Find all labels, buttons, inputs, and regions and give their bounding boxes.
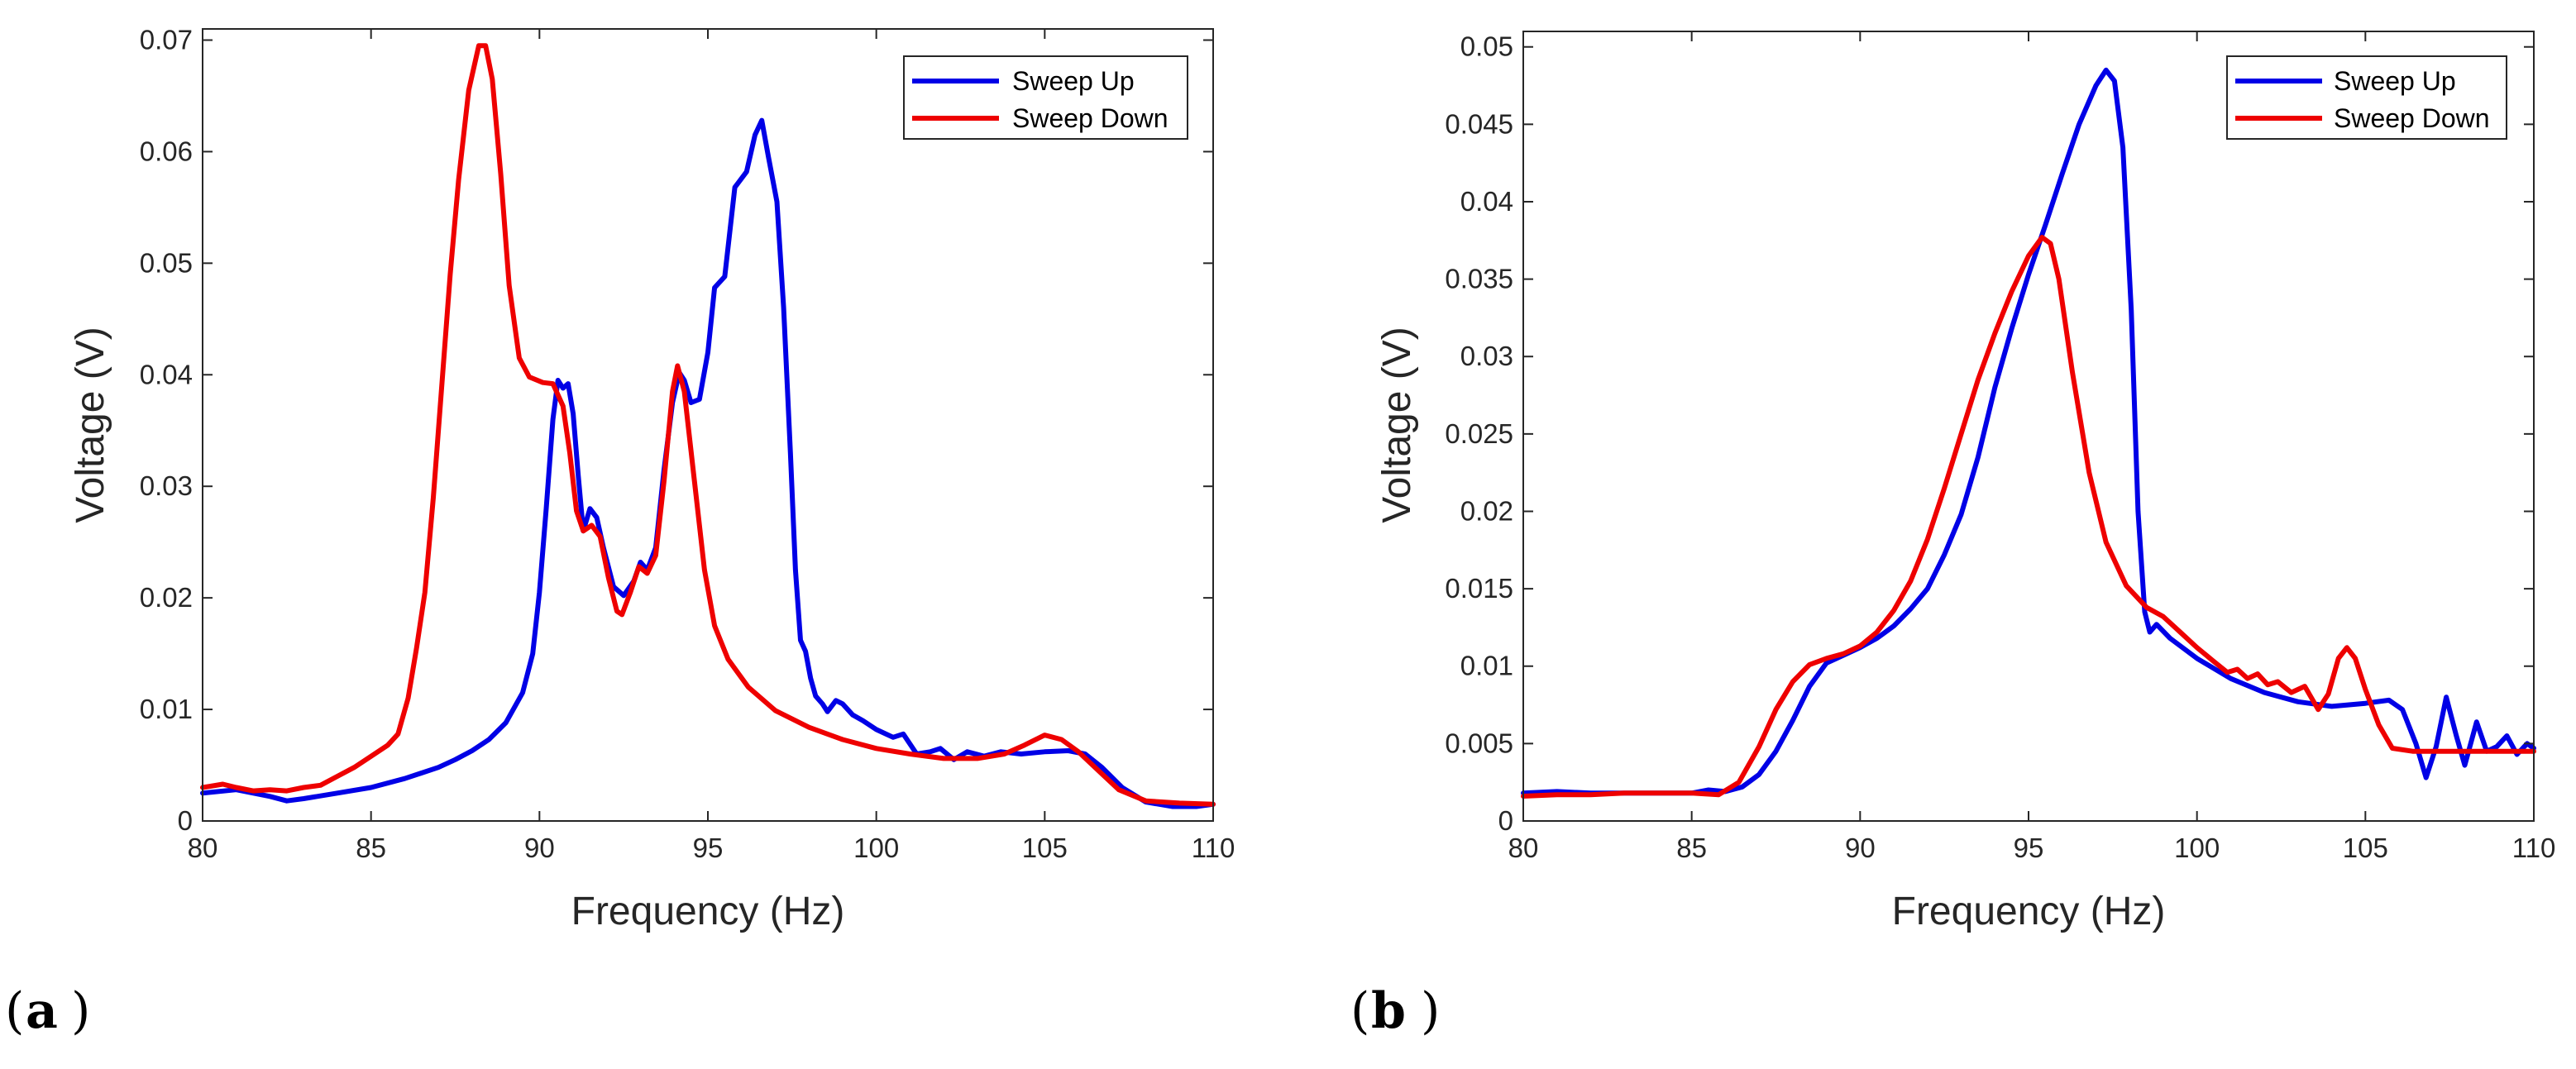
y-axis-label: Voltage (V) [1375,327,1419,523]
legend-label-sweep-down: Sweep Down [1012,103,1169,133]
y-tick-label: 0.015 [1445,573,1513,604]
x-tick-label: 105 [2343,833,2388,863]
y-tick-label: 0.03 [1460,341,1513,371]
legend-box [2226,55,2507,140]
x-tick-label: 90 [1845,833,1876,863]
y-tick-label: 0.01 [1460,651,1513,681]
y-tick-label: 0.07 [140,24,193,55]
x-tick-label: 85 [1676,833,1707,863]
y-tick-label: 0.025 [1445,418,1513,449]
y-axis: 0 0.01 0.02 0.03 0.04 0.05 0.06 0.07 [140,24,1213,836]
y-tick-label: 0.04 [1460,186,1513,217]
x-axis-label: Frequency (Hz) [571,890,845,933]
x-axis: 80 85 90 95 100 105 110 [188,29,1235,863]
x-tick-label: 105 [1022,833,1068,863]
x-tick-label: 85 [356,833,386,863]
x-tick-label: 80 [188,833,218,863]
legend: Sweep Up Sweep Down [903,55,1188,140]
y-axis-label: Voltage (V) [69,327,112,523]
panel-label-b: ( b ) [1350,982,1440,1040]
svg-text:): ) [71,982,90,1040]
y-tick-label: 0 [1498,805,1513,836]
y-tick-label: 0.02 [1460,495,1513,526]
series-line-sweep-down [200,43,1216,807]
y-tick-label: 0.03 [140,470,193,501]
x-tick-label: 110 [2512,833,2556,863]
x-tick-label: 90 [524,833,555,863]
x-axis-label: Frequency (Hz) [1892,890,2166,933]
y-tick-label: 0.04 [140,359,193,389]
y-axis: 0 0.005 0.01 0.015 0.02 0.025 0.03 0.035 0.04 0.0… [1445,31,2534,836]
series-line-sweep-down [1521,235,2536,799]
panel-label-b-letter: b [1371,982,1406,1040]
y-tick-label: 0.05 [140,247,193,278]
legend-label-sweep-down: Sweep Down [2334,103,2490,133]
svg-text:): ) [1421,982,1440,1040]
panel-label-a: ( a ) [5,982,90,1040]
legend-box [903,55,1188,140]
x-axis: 80 85 90 95 100 105 110 [1508,31,2556,863]
series-line-sweep-up [200,117,1216,809]
chart-panel-a: 80 85 90 95 100 105 110 00.010.020.030.040.050… [69,24,1235,933]
x-tick-label: 95 [2014,833,2044,863]
series-line-sweep-up [1521,67,2536,796]
panel-label-a-letter: a [26,982,58,1040]
x-tick-label: 95 [693,833,724,863]
legend-label-sweep-up: Sweep Up [1012,66,1135,96]
series-layer [200,43,1216,809]
chart-panel-b: 80 85 90 95 100 105 110 0 0.005 0.01 0.015 0.02 0.0… [1375,31,2555,933]
y-tick-label: 0.01 [140,694,193,724]
series-layer [1521,67,2536,799]
x-tick-label: 110 [1192,833,1235,863]
svg-text:(: ( [5,982,24,1040]
svg-text:(: ( [1350,982,1369,1040]
y-tick-label: 0.06 [140,136,193,166]
y-tick-label: 0.05 [1460,31,1513,62]
y-tick-label: 0.02 [140,582,193,613]
x-tick-label: 80 [1508,833,1539,863]
y-tick-label: 0.045 [1445,108,1513,139]
x-tick-label: 100 [853,833,899,863]
y-tick-label: 0.005 [1445,728,1513,758]
plot-area [203,29,1213,821]
x-tick-label: 100 [2174,833,2220,863]
y-tick-label: 0 [178,805,193,836]
y-tick-label: 0.035 [1445,264,1513,294]
legend-label-sweep-up: Sweep Up [2334,66,2456,96]
legend: Sweep Up Sweep Down [2226,55,2507,140]
